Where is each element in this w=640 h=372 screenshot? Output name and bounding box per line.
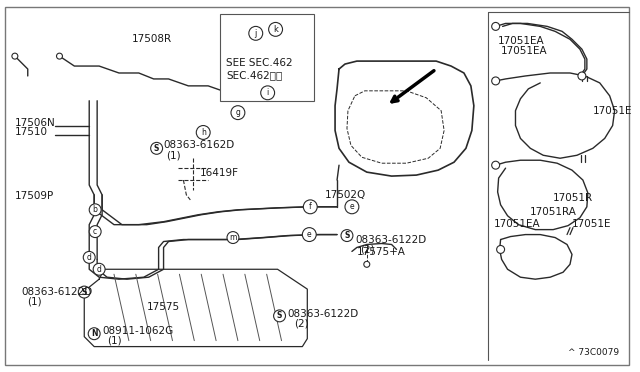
Circle shape	[231, 106, 245, 119]
Circle shape	[56, 53, 63, 59]
Text: 17051E: 17051E	[593, 106, 632, 116]
Circle shape	[12, 53, 18, 59]
Text: 08363-6122D: 08363-6122D	[287, 309, 359, 319]
Circle shape	[78, 286, 90, 298]
Text: 08911-1062G: 08911-1062G	[102, 326, 173, 336]
Circle shape	[260, 86, 275, 100]
Text: k: k	[273, 25, 278, 34]
Text: SEE SEC.462: SEE SEC.462	[226, 58, 292, 68]
Circle shape	[492, 22, 500, 31]
Text: 17051EA: 17051EA	[500, 46, 547, 56]
Text: e: e	[349, 202, 354, 211]
Circle shape	[274, 310, 285, 322]
Text: (2): (2)	[294, 319, 309, 329]
Text: (2): (2)	[360, 244, 374, 254]
Text: N: N	[91, 329, 97, 338]
Text: 17051EA: 17051EA	[493, 219, 540, 229]
Circle shape	[249, 26, 262, 40]
Circle shape	[150, 142, 163, 154]
Text: 17051E: 17051E	[572, 219, 611, 229]
Circle shape	[83, 251, 95, 263]
Circle shape	[89, 226, 101, 238]
Circle shape	[88, 328, 100, 340]
Text: 17575+A: 17575+A	[357, 247, 406, 257]
Circle shape	[345, 200, 359, 214]
Circle shape	[196, 125, 210, 140]
Text: 17509P: 17509P	[15, 191, 54, 201]
Circle shape	[492, 161, 500, 169]
Circle shape	[269, 22, 282, 36]
Circle shape	[578, 72, 586, 80]
Text: SEC.462参照: SEC.462参照	[226, 70, 282, 80]
Circle shape	[341, 230, 353, 241]
Text: c: c	[93, 227, 97, 236]
Text: ^ 73C0079: ^ 73C0079	[568, 347, 620, 356]
Text: d: d	[97, 265, 102, 274]
Text: (1): (1)	[107, 336, 122, 346]
Text: j: j	[255, 29, 257, 38]
Circle shape	[364, 262, 370, 267]
Circle shape	[497, 246, 504, 253]
Text: 17510: 17510	[15, 128, 48, 138]
Text: 17051RA: 17051RA	[529, 207, 576, 217]
Circle shape	[93, 263, 105, 275]
Text: 17508R: 17508R	[132, 34, 172, 44]
Text: h: h	[201, 128, 205, 137]
Text: S: S	[154, 144, 159, 153]
Text: b: b	[93, 205, 98, 214]
Text: (1): (1)	[27, 297, 42, 307]
Circle shape	[302, 228, 316, 241]
Text: (1): (1)	[166, 150, 181, 160]
Bar	[220, 13, 314, 101]
Text: 17051R: 17051R	[553, 193, 593, 203]
Text: d: d	[87, 253, 92, 262]
Circle shape	[492, 77, 500, 85]
Text: f: f	[309, 202, 312, 211]
Text: m: m	[229, 233, 237, 242]
Text: S: S	[81, 288, 87, 296]
Text: 16419F: 16419F	[200, 168, 239, 178]
Text: S: S	[344, 231, 349, 240]
Text: i: i	[266, 88, 269, 97]
Circle shape	[227, 232, 239, 244]
Text: 17502Q: 17502Q	[325, 190, 367, 200]
Text: e: e	[307, 230, 312, 239]
Text: 17575: 17575	[147, 302, 180, 312]
Text: 08363-6162D: 08363-6162D	[164, 140, 235, 150]
Text: g: g	[236, 108, 241, 117]
Text: 17506N: 17506N	[15, 118, 56, 128]
Text: S: S	[277, 311, 282, 320]
Circle shape	[89, 204, 101, 216]
Text: 08363-6122D: 08363-6122D	[22, 287, 93, 297]
Circle shape	[303, 200, 317, 214]
Text: 08363-6122D: 08363-6122D	[355, 234, 426, 244]
Text: 17051EA: 17051EA	[498, 36, 544, 46]
